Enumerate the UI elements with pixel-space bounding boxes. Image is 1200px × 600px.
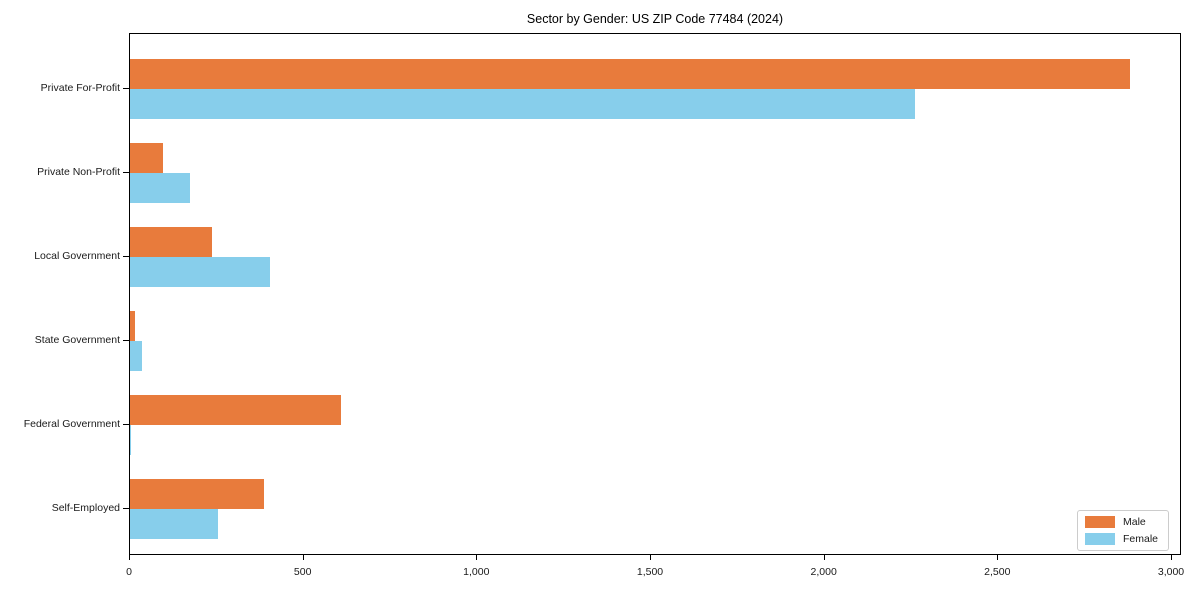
y-tick-mark [123,256,129,257]
bar-female-federal-government [130,425,131,455]
bar-female-private-for-profit [130,89,915,119]
y-tick-mark [123,340,129,341]
y-tick-mark [123,172,129,173]
x-tick-mark [476,555,478,560]
legend-item-male: Male [1084,516,1158,528]
y-tick-mark [123,88,129,89]
legend-item-female: Female [1084,533,1158,545]
y-tick-label-private-for-profit: Private For-Profit [40,82,120,94]
x-tick-mark [997,555,999,560]
bar-male-state-government [130,311,135,341]
legend: Male Female [1076,510,1169,551]
y-tick-label-self-employed: Self-Employed [51,502,120,514]
y-tick-label-federal-government: Federal Government [23,418,120,430]
legend-swatch-male [1084,516,1115,528]
x-tick-label-2-000: 2,000 [810,566,837,578]
x-tick-mark [823,555,825,560]
x-tick-mark [650,555,651,560]
x-tick-label-2-500: 2,500 [984,566,1011,578]
y-tick-mark [123,424,129,425]
bar-male-self-employed [130,479,265,509]
chart-title: Sector by Gender: US ZIP Code 77484 (202… [526,12,784,26]
legend-swatch-female [1084,533,1115,545]
bar-female-state-government [130,341,143,371]
x-tick-label-0: 0 [126,566,132,578]
y-tick-label-local-government: Local Government [34,250,120,262]
bar-male-private-non-profit [130,143,163,173]
x-tick-mark [129,555,130,560]
x-tick-label-1-500: 1,500 [636,566,664,578]
y-tick-mark [123,508,129,509]
x-tick-label-500: 500 [293,566,312,578]
x-tick-label-3-000: 3,000 [1157,566,1185,578]
bar-female-local-government [130,257,270,287]
plot-area: Male Female [129,33,1181,555]
x-tick-mark [302,555,304,560]
bar-male-local-government [130,227,212,257]
bar-female-self-employed [130,509,218,539]
y-tick-label-private-non-profit: Private Non-Profit [37,166,120,178]
legend-label-female: Female [1122,533,1158,545]
bar-female-private-non-profit [130,173,191,203]
legend-label-male: Male [1122,516,1146,528]
x-tick-label-1-000: 1,000 [463,566,490,578]
bar-male-private-for-profit [130,59,1131,89]
y-tick-label-state-government: State Government [34,334,120,346]
bar-male-federal-government [130,395,342,425]
x-tick-mark [1171,555,1172,560]
